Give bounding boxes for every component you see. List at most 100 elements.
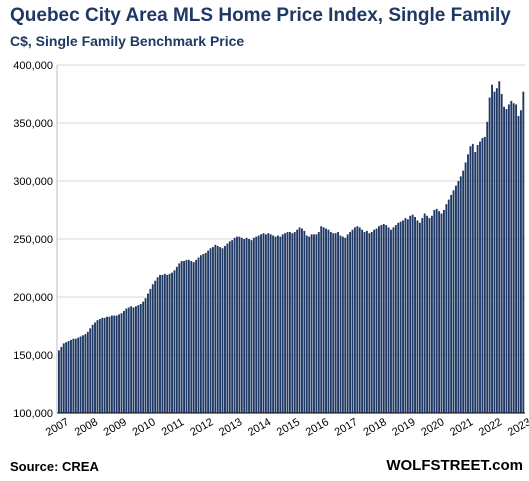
bar [459,176,462,413]
bar [243,239,246,413]
bar [301,228,303,413]
bar [327,229,330,413]
bar [264,234,267,413]
bar [236,236,238,413]
bar [279,236,282,413]
bar [207,250,210,413]
x-tick-label: 2010 [130,416,157,439]
bar [337,232,339,413]
x-tick-label: 2011 [160,416,186,438]
bar [187,259,190,413]
bar [368,233,371,413]
bar [452,190,455,413]
bar [313,234,315,413]
bar [457,181,460,413]
y-tick-label: 300,000 [13,176,53,188]
bar [137,305,140,413]
bar [462,170,465,413]
bar [414,216,416,413]
bar [221,248,224,413]
bar [394,225,397,413]
bar [199,255,202,413]
x-tick-label: 2018 [361,416,388,439]
bar [406,219,409,413]
bar [77,337,80,413]
bar [339,235,342,413]
bar [387,227,390,413]
bar [260,234,262,413]
bar [522,91,525,414]
bar [214,244,217,413]
y-tick-label: 400,000 [13,60,53,72]
bar [89,328,92,413]
bar [82,335,84,413]
bar [503,106,506,413]
bar [106,316,108,413]
bar [293,232,296,413]
bar [86,331,89,413]
bar [298,227,301,413]
x-tick-label: 2016 [304,416,331,439]
bar [378,226,380,413]
bar [96,320,99,413]
bar [147,293,149,413]
bar [219,247,222,413]
bar [267,233,270,413]
y-axis-labels: 100,000 150,000 200,000 250,000 300,000 350,0… [13,60,53,420]
x-tick-label: 2023 [506,416,529,439]
bar [159,274,161,413]
bar [435,208,438,413]
x-axis-labels: 2007 2008 2009 2010 2011 2012 2013 2014 2015 2016… [44,416,529,439]
bar [474,152,477,413]
y-tick-label: 250,000 [13,234,53,246]
bar [58,350,60,413]
bar [303,230,306,413]
bar [154,280,157,413]
bar [240,237,243,413]
bar [195,259,198,413]
bar [320,226,323,413]
x-tick-label: 2022 [477,416,504,439]
bar [409,215,412,413]
bar [464,162,467,413]
bar [322,227,325,413]
bar [74,338,77,413]
bar [426,215,429,413]
bar [233,237,236,413]
axes [56,65,525,414]
bar [353,227,356,413]
bar [498,81,501,414]
bar [447,199,450,413]
bar [171,272,173,413]
bar [433,210,436,413]
bar [216,245,219,413]
bar [325,228,327,413]
bar [139,303,142,413]
bar [471,143,474,413]
bar [346,234,349,413]
bar [103,317,106,413]
bar [305,235,308,413]
bar [101,317,104,413]
y-tick-label: 350,000 [13,118,53,130]
bar [163,273,166,413]
bar [156,277,159,413]
bar [94,322,96,413]
bar [185,259,188,413]
brand-logo-text: WOLFSTREET.com [386,457,523,474]
bar [404,218,407,413]
bar [291,233,294,413]
y-tick-label: 200,000 [13,292,53,304]
bar [142,301,145,413]
bar [358,227,361,413]
bar [450,194,453,413]
bar [411,214,414,413]
bar [175,266,178,413]
bar [60,346,63,413]
bar [190,261,193,413]
bar [517,116,520,413]
bar [173,270,176,413]
bar [310,234,313,413]
bar [272,235,275,413]
x-tick-label: 2014 [246,416,273,439]
